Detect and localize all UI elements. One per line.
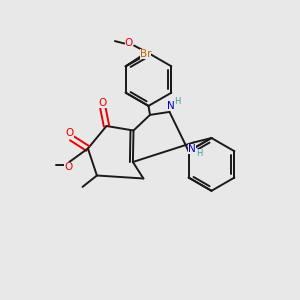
Text: N: N — [167, 101, 175, 111]
Text: H: H — [196, 149, 202, 158]
Text: O: O — [99, 98, 107, 108]
Text: O: O — [64, 162, 73, 172]
Text: H: H — [174, 97, 181, 106]
Text: N: N — [188, 144, 196, 154]
Text: Br: Br — [140, 49, 152, 59]
Text: O: O — [124, 38, 133, 48]
Text: O: O — [66, 128, 74, 138]
